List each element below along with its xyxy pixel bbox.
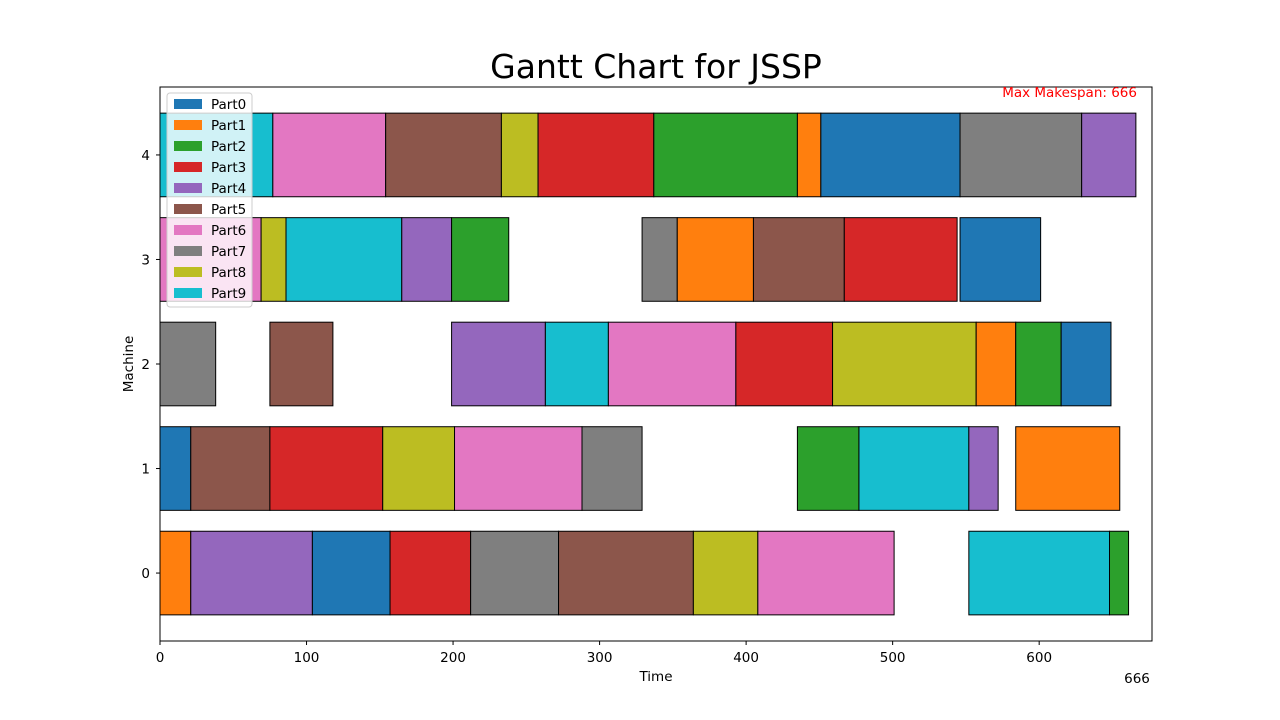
task-bar-part5-m3	[752, 217, 845, 302]
task-bar-part2-m3	[451, 217, 510, 302]
task-bar-part5-m1	[190, 426, 271, 511]
task-bar-part7-m2	[159, 321, 217, 407]
y-tick-label: 1	[141, 462, 150, 478]
task-bar-part6-m1	[454, 426, 583, 511]
task-bar-part9-m0	[968, 530, 1111, 616]
task-bar-part0-m2	[1060, 321, 1112, 407]
legend-label-part6: Part6	[211, 223, 246, 239]
task-bar-part2-m2	[1015, 321, 1062, 407]
legend-label-part8: Part8	[211, 265, 246, 281]
legend-label-part3: Part3	[211, 160, 246, 176]
task-bar-part6-m4	[272, 112, 387, 198]
y-axis-ticks: 0 1 2 3 4	[141, 148, 160, 582]
task-bar-part0-m3	[959, 217, 1042, 302]
legend-swatch-part7	[174, 246, 202, 256]
legend-swatch-part6	[174, 225, 202, 235]
makespan-tick-label: 666	[1124, 671, 1150, 687]
legend-label-part0: Part0	[211, 97, 246, 113]
task-bar-part1-m3	[676, 217, 754, 302]
task-bar-part9-m1	[858, 426, 970, 511]
task-bar-part7-m1	[581, 426, 643, 511]
x-axis-ticks: 0 100 200 300 400 500 600	[156, 641, 1052, 666]
task-bar-part5-m2	[269, 321, 334, 407]
task-bar-part0-m4	[820, 112, 961, 198]
chart-title: Gantt Chart for JSSP	[490, 47, 822, 86]
task-bar-part9-m2	[544, 321, 609, 407]
legend: Part0 Part1 Part2 Part3 Part4 Part5 Part6 Part7…	[166, 92, 253, 308]
legend-swatch-part1	[174, 120, 202, 130]
x-tick-label: 600	[1026, 650, 1052, 666]
y-tick-label: 0	[141, 566, 150, 582]
task-bar-part7-m4	[959, 112, 1083, 198]
makespan-annotation: Max Makespan: 666	[1002, 85, 1137, 101]
task-bar-part1-m1	[1015, 426, 1121, 511]
task-bars	[159, 112, 1137, 616]
task-bar-part4-m1	[968, 426, 999, 511]
task-bar-part5-m4	[385, 112, 502, 198]
x-tick-label: 400	[733, 650, 759, 666]
x-tick-label: 200	[440, 650, 466, 666]
task-bar-part1-m2	[975, 321, 1017, 407]
legend-label-part7: Part7	[211, 244, 246, 260]
x-tick-label: 100	[294, 650, 320, 666]
task-bar-part6-m2	[607, 321, 737, 407]
legend-swatch-part5	[174, 204, 202, 214]
task-bar-part3-m4	[537, 112, 655, 198]
task-bar-part4-m3	[401, 217, 453, 302]
task-bar-part8-m2	[832, 321, 977, 407]
task-bar-part2-m1	[796, 426, 860, 511]
task-bar-part9-m3	[285, 217, 403, 302]
x-tick-label: 0	[156, 650, 165, 666]
x-axis-label: Time	[638, 669, 672, 685]
y-tick-label: 4	[141, 148, 150, 164]
task-bar-part1-m0	[159, 530, 192, 616]
task-bar-part3-m2	[735, 321, 834, 407]
legend-label-part9: Part9	[211, 286, 246, 302]
legend-label-part5: Part5	[211, 202, 246, 218]
task-bar-part3-m1	[269, 426, 384, 511]
task-bar-part3-m3	[843, 217, 958, 302]
x-tick-label: 500	[880, 650, 906, 666]
y-tick-label: 3	[141, 252, 150, 268]
task-bar-part4-m4	[1081, 112, 1137, 198]
task-bar-part0-m1	[159, 426, 192, 511]
task-bar-part6-m0	[757, 530, 895, 616]
x-tick-label: 300	[587, 650, 613, 666]
task-bar-part5-m0	[558, 530, 694, 616]
task-bar-part4-m2	[451, 321, 546, 407]
legend-label-part4: Part4	[211, 181, 246, 197]
legend-swatch-part4	[174, 183, 202, 193]
y-axis-label: Machine	[121, 336, 137, 393]
task-bar-part7-m0	[470, 530, 560, 616]
task-bar-part8-m3	[260, 217, 287, 302]
legend-label-part2: Part2	[211, 139, 246, 155]
task-bar-part7-m3	[641, 217, 678, 302]
task-bar-part1-m4	[796, 112, 822, 198]
legend-swatch-part3	[174, 162, 202, 172]
task-bar-part4-m0	[190, 530, 313, 616]
y-tick-label: 2	[141, 357, 150, 373]
legend-swatch-part0	[174, 99, 202, 109]
task-bar-part2-m0	[1109, 530, 1130, 616]
task-bar-part8-m1	[382, 426, 456, 511]
task-bar-part8-m0	[692, 530, 759, 616]
legend-label-part1: Part1	[211, 118, 246, 134]
task-bar-part2-m4	[653, 112, 798, 198]
task-bar-part0-m0	[311, 530, 391, 616]
legend-swatch-part9	[174, 288, 202, 298]
task-bar-part8-m4	[500, 112, 539, 198]
legend-swatch-part2	[174, 141, 202, 151]
task-bar-part3-m0	[389, 530, 472, 616]
legend-swatch-part8	[174, 267, 202, 277]
